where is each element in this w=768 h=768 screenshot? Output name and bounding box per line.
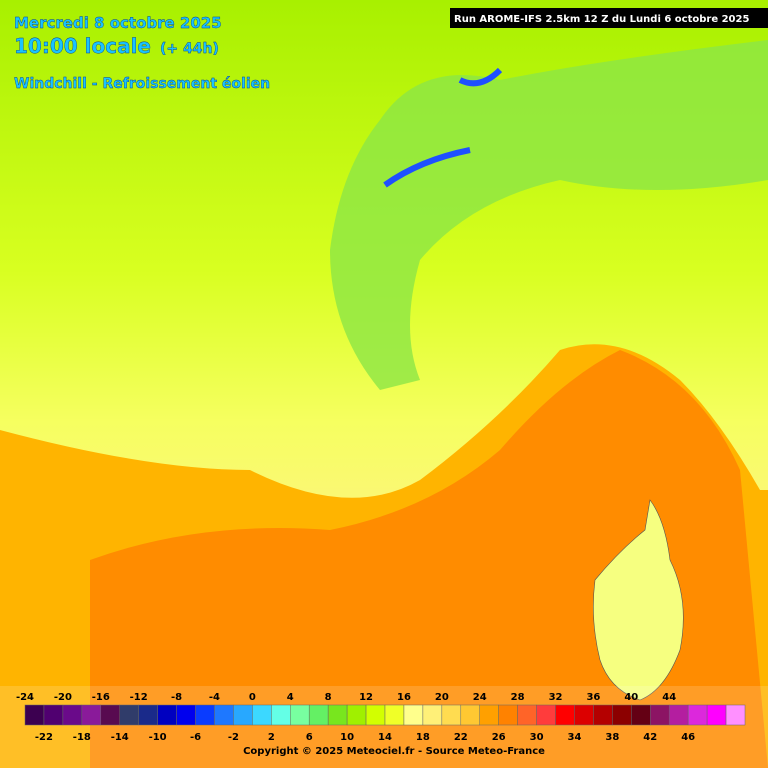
legend-label: 14: [378, 732, 392, 743]
legend-swatch: [612, 704, 632, 726]
legend-swatch: [119, 704, 139, 726]
legend-swatch: [308, 704, 329, 726]
legend-label: 46: [681, 732, 695, 743]
legend-swatch: [403, 704, 424, 726]
legend-label: -12: [130, 692, 148, 703]
date: Mercredi 8 octobre 2025: [14, 14, 222, 32]
time: 10:00 locale: [14, 34, 151, 58]
legend-swatch: [441, 704, 462, 726]
legend-label: 6: [306, 732, 313, 743]
legend-swatch: [138, 704, 158, 726]
product: Windchill - Refroissement éolien: [14, 76, 270, 92]
legend-label: -10: [149, 732, 167, 743]
legend-back: [0, 686, 768, 768]
legend-swatch: [290, 704, 310, 726]
legend-swatch: [271, 704, 291, 726]
legend-label: -2: [228, 732, 239, 743]
legend-label: 10: [340, 732, 354, 743]
corsica: [593, 499, 684, 701]
legend-label: 24: [473, 692, 487, 703]
legend-swatch: [460, 704, 480, 726]
legend-swatch: [233, 704, 253, 726]
legend-label: 42: [643, 732, 657, 743]
legend-label: 8: [325, 692, 332, 703]
legend-swatch: [195, 704, 215, 726]
legend-swatch: [81, 704, 102, 726]
legend-label: 4: [287, 692, 294, 703]
legend-swatch: [346, 704, 367, 726]
alps-peaks: [383, 67, 503, 188]
lead-time: (+ 44h): [160, 41, 219, 57]
legend-swatch: [725, 704, 746, 726]
legend-label: -20: [54, 692, 72, 703]
legend-swatch: [706, 704, 727, 726]
legend-label: 38: [605, 732, 619, 743]
legend-label: 28: [511, 692, 525, 703]
legend-swatch: [365, 704, 386, 726]
legend-swatch: [24, 704, 45, 726]
run-info: Run AROME-IFS 2.5km 12 Z du Lundi 6 octo…: [454, 14, 749, 25]
legend-label: -4: [209, 692, 220, 703]
legend-swatch: [631, 704, 651, 726]
legend-label: -6: [190, 732, 201, 743]
legend-label: 22: [454, 732, 468, 743]
legend-label: 26: [492, 732, 506, 743]
legend-swatch: [650, 704, 670, 726]
legend-label: 30: [530, 732, 544, 743]
legend-label: 2: [268, 732, 275, 743]
legend-label: 18: [416, 732, 430, 743]
legend-label: 12: [359, 692, 373, 703]
legend-label: 32: [549, 692, 563, 703]
legend-swatch: [422, 704, 443, 726]
legend-label: 20: [435, 692, 449, 703]
legend-label: -18: [73, 732, 91, 743]
legend-label: 36: [586, 692, 600, 703]
legend-swatch: [327, 704, 348, 726]
legend-swatch: [574, 704, 594, 726]
legend-label: 34: [568, 732, 582, 743]
legend-swatch: [157, 704, 177, 726]
legend-swatch: [214, 704, 234, 726]
legend-swatch: [517, 704, 537, 726]
legend-label: -14: [111, 732, 129, 743]
legend-swatch: [687, 704, 708, 726]
legend-label: 40: [624, 692, 638, 703]
legend-swatch: [176, 704, 196, 726]
legend-label: -24: [16, 692, 34, 703]
alps: [330, 40, 768, 390]
legend-swatch: [479, 704, 499, 726]
legend-label: -22: [35, 732, 53, 743]
legend-swatch: [100, 704, 120, 726]
legend-swatch: [252, 704, 272, 726]
sea: [90, 350, 768, 768]
legend-swatch: [498, 704, 518, 726]
legend-swatch: [593, 704, 613, 726]
legend-label: -16: [92, 692, 110, 703]
legend: -24-22-20-18-16-14-12-10-8-6-4-202468101…: [16, 692, 746, 743]
legend-swatch: [43, 704, 64, 726]
legend-label: 16: [397, 692, 411, 703]
legend-swatch: [555, 704, 575, 726]
legend-label: -8: [171, 692, 182, 703]
copyright: Copyright © 2025 Meteociel.fr - Source M…: [243, 746, 545, 757]
legend-swatch: [668, 704, 689, 726]
legend-swatch: [536, 704, 556, 726]
legend-label: 0: [249, 692, 256, 703]
legend-swatch: [384, 704, 405, 726]
run-box: [450, 8, 768, 28]
legend-swatch: [62, 704, 83, 726]
legend-label: 44: [662, 692, 676, 703]
